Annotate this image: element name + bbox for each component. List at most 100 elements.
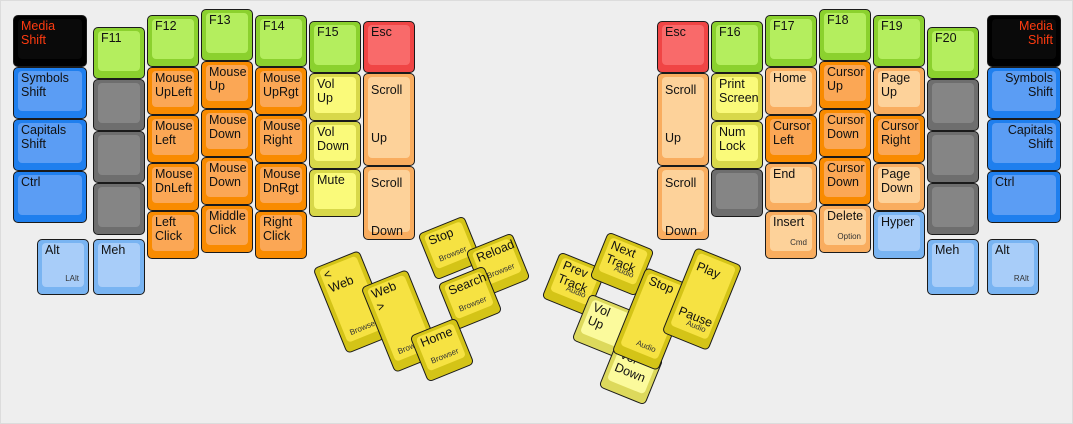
key-left-middle-column-f13[interactable]: F13 xyxy=(201,9,253,61)
key-left-ring-column-mouse-left[interactable]: Mouse Left xyxy=(147,115,199,163)
keycap-surface xyxy=(206,161,248,197)
keycap-surface xyxy=(992,19,1056,59)
key-right-ring-column-f19[interactable]: F19 xyxy=(873,15,925,67)
keycap-surface xyxy=(992,175,1056,215)
key-right-inner-column-num-lock[interactable]: Num Lock xyxy=(711,121,763,169)
key-right-index-column-cursor-left[interactable]: Cursor Left xyxy=(765,115,817,163)
key-right-pinky-outer-column-ctrl[interactable]: Ctrl xyxy=(987,171,1061,223)
keycap-surface xyxy=(314,25,356,65)
key-right-inner-extra-column-scroll-down[interactable]: Scroll Down xyxy=(657,166,709,240)
keycap-surface xyxy=(669,252,737,340)
key-right-ring-column-hyper[interactable]: Hyper xyxy=(873,211,925,259)
key-left-pinky-outer-column-symbols-shift[interactable]: Symbols Shift xyxy=(13,67,87,119)
keycap-surface xyxy=(206,65,248,101)
key-right-pinky-outer-column-capitals-shift[interactable]: Capitals Shift xyxy=(987,119,1061,171)
key-left-index-column-mouse-right[interactable]: Mouse Right xyxy=(255,115,307,163)
key-right-pinky-column-blank3[interactable] xyxy=(927,183,979,235)
key-right-inner-column-f16[interactable]: F16 xyxy=(711,21,763,73)
keycap-surface xyxy=(98,83,140,123)
key-left-pinky-column-f11[interactable]: F11 xyxy=(93,27,145,79)
keycap-surface xyxy=(878,71,920,107)
keycap-surface xyxy=(878,215,920,251)
key-left-index-column-f14[interactable]: F14 xyxy=(255,15,307,67)
key-left-inner-column-mute[interactable]: Mute xyxy=(309,169,361,217)
key-left-pinky-outer-column-ctrl[interactable]: Ctrl xyxy=(13,171,87,223)
keycap-surface xyxy=(932,135,974,175)
keycap-surface xyxy=(992,71,1056,111)
key-right-ring-column-cursor-right[interactable]: Cursor Right xyxy=(873,115,925,163)
keycap-surface xyxy=(98,187,140,227)
key-right-index-column-home[interactable]: Home xyxy=(765,67,817,115)
keycap-surface xyxy=(878,19,920,59)
keycap-surface xyxy=(314,77,356,113)
key-right-pinky-outer-column-symbols-shift[interactable]: Symbols Shift xyxy=(987,67,1061,119)
keycap-surface xyxy=(932,31,974,71)
keycap-surface xyxy=(878,119,920,155)
key-thumb-play-pause[interactable]: Play Pause Audio xyxy=(661,246,743,352)
key-left-index-column-mouse-uprgt[interactable]: Mouse UpRgt xyxy=(255,67,307,115)
key-right-middle-column-f18[interactable]: F18 xyxy=(819,9,871,61)
key-right-alt-key[interactable]: Alt RAlt xyxy=(987,239,1039,295)
keycap-surface xyxy=(443,271,495,320)
key-left-index-column-right-click[interactable]: Right Click xyxy=(255,211,307,259)
keycap-surface xyxy=(992,123,1056,163)
key-left-middle-column-mouse-up[interactable]: Mouse Up xyxy=(201,61,253,109)
key-left-inner-extra-column-esc[interactable]: Esc xyxy=(363,21,415,73)
key-left-inner-column-vol-down[interactable]: Vol Down xyxy=(309,121,361,169)
key-right-inner-extra-column-esc[interactable]: Esc xyxy=(657,21,709,73)
keycap-surface xyxy=(18,19,82,59)
key-right-middle-column-delete[interactable]: Delete Option xyxy=(819,205,871,253)
key-left-pinky-column-blank1[interactable] xyxy=(93,79,145,131)
key-right-pinky-column-blank1[interactable] xyxy=(927,79,979,131)
keycap-surface xyxy=(824,65,866,101)
keycap-surface xyxy=(206,113,248,149)
key-left-pinky-column-blank2[interactable] xyxy=(93,131,145,183)
keycap-surface xyxy=(314,173,356,209)
key-right-index-column-end[interactable]: End xyxy=(765,163,817,211)
key-right-pinky-column-f20[interactable]: F20 xyxy=(927,27,979,79)
keycap-surface xyxy=(152,119,194,155)
keycap-surface xyxy=(770,215,812,251)
keycap-surface xyxy=(423,221,475,270)
key-left-middle-column-mouse-down[interactable]: Mouse Down xyxy=(201,157,253,205)
keycap-surface xyxy=(824,13,866,53)
key-right-index-column-insert[interactable]: Insert Cmd xyxy=(765,211,817,259)
key-left-alt-key[interactable]: Alt LAlt xyxy=(37,239,89,295)
key-left-inner-column-vol-up[interactable]: Vol Up xyxy=(309,73,361,121)
key-right-index-column-f17[interactable]: F17 xyxy=(765,15,817,67)
key-left-ring-column-mouse-dnleft[interactable]: Mouse DnLeft xyxy=(147,163,199,211)
key-right-pinky-column-blank2[interactable] xyxy=(927,131,979,183)
key-left-ring-column-mouse-upleft[interactable]: Mouse UpLeft xyxy=(147,67,199,115)
key-left-pinky-outer-column-capitals-shift[interactable]: Capitals Shift xyxy=(13,119,87,171)
key-right-middle-column-cursor-down[interactable]: Cursor Down xyxy=(819,157,871,205)
key-left-inner-extra-column-scroll-up[interactable]: Scroll Up xyxy=(363,73,415,166)
key-left-meh-key[interactable]: Meh xyxy=(93,239,145,295)
keycap-surface xyxy=(824,161,866,197)
keycap-surface xyxy=(878,167,920,203)
key-right-ring-column-page-down[interactable]: Page Down xyxy=(873,163,925,211)
key-right-inner-extra-column-scroll-up[interactable]: Scroll Up xyxy=(657,73,709,166)
key-left-middle-column-mouse-down[interactable]: Mouse Down xyxy=(201,109,253,157)
key-right-meh-key[interactable]: Meh xyxy=(927,239,979,295)
key-left-middle-column-middle-click[interactable]: Middle Click xyxy=(201,205,253,253)
key-left-inner-column-f15[interactable]: F15 xyxy=(309,21,361,73)
keycap-surface xyxy=(152,215,194,251)
keycap-surface xyxy=(206,13,248,53)
keycap-surface xyxy=(824,209,866,245)
keycap-surface xyxy=(152,19,194,59)
key-left-ring-column-f12[interactable]: F12 xyxy=(147,15,199,67)
key-right-pinky-outer-column-media-shift[interactable]: Media Shift xyxy=(987,15,1061,67)
key-left-pinky-column-blank3[interactable] xyxy=(93,183,145,235)
key-left-ring-column-left-click[interactable]: Left Click xyxy=(147,211,199,259)
key-left-inner-extra-column-scroll-down[interactable]: Scroll Down xyxy=(363,166,415,240)
keycap-surface xyxy=(932,83,974,123)
key-right-inner-column-print-screen[interactable]: Print Screen xyxy=(711,73,763,121)
keycap-surface xyxy=(368,25,410,65)
keycap-surface xyxy=(152,71,194,107)
key-right-middle-column-cursor-up[interactable]: Cursor Up xyxy=(819,61,871,109)
key-right-inner-column-blank3[interactable] xyxy=(711,169,763,217)
key-left-index-column-mouse-dnrgt[interactable]: Mouse DnRgt xyxy=(255,163,307,211)
key-right-middle-column-cursor-down[interactable]: Cursor Down xyxy=(819,109,871,157)
key-left-pinky-outer-column-media-shift[interactable]: Media Shift xyxy=(13,15,87,67)
key-right-ring-column-page-up[interactable]: Page Up xyxy=(873,67,925,115)
